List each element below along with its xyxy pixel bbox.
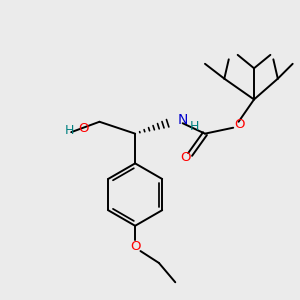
Text: O: O (79, 122, 89, 135)
Text: O: O (180, 151, 191, 164)
Text: H: H (65, 124, 74, 137)
Text: N: N (178, 113, 188, 127)
Text: O: O (235, 118, 245, 130)
Text: H: H (190, 120, 199, 133)
Text: O: O (130, 240, 140, 253)
